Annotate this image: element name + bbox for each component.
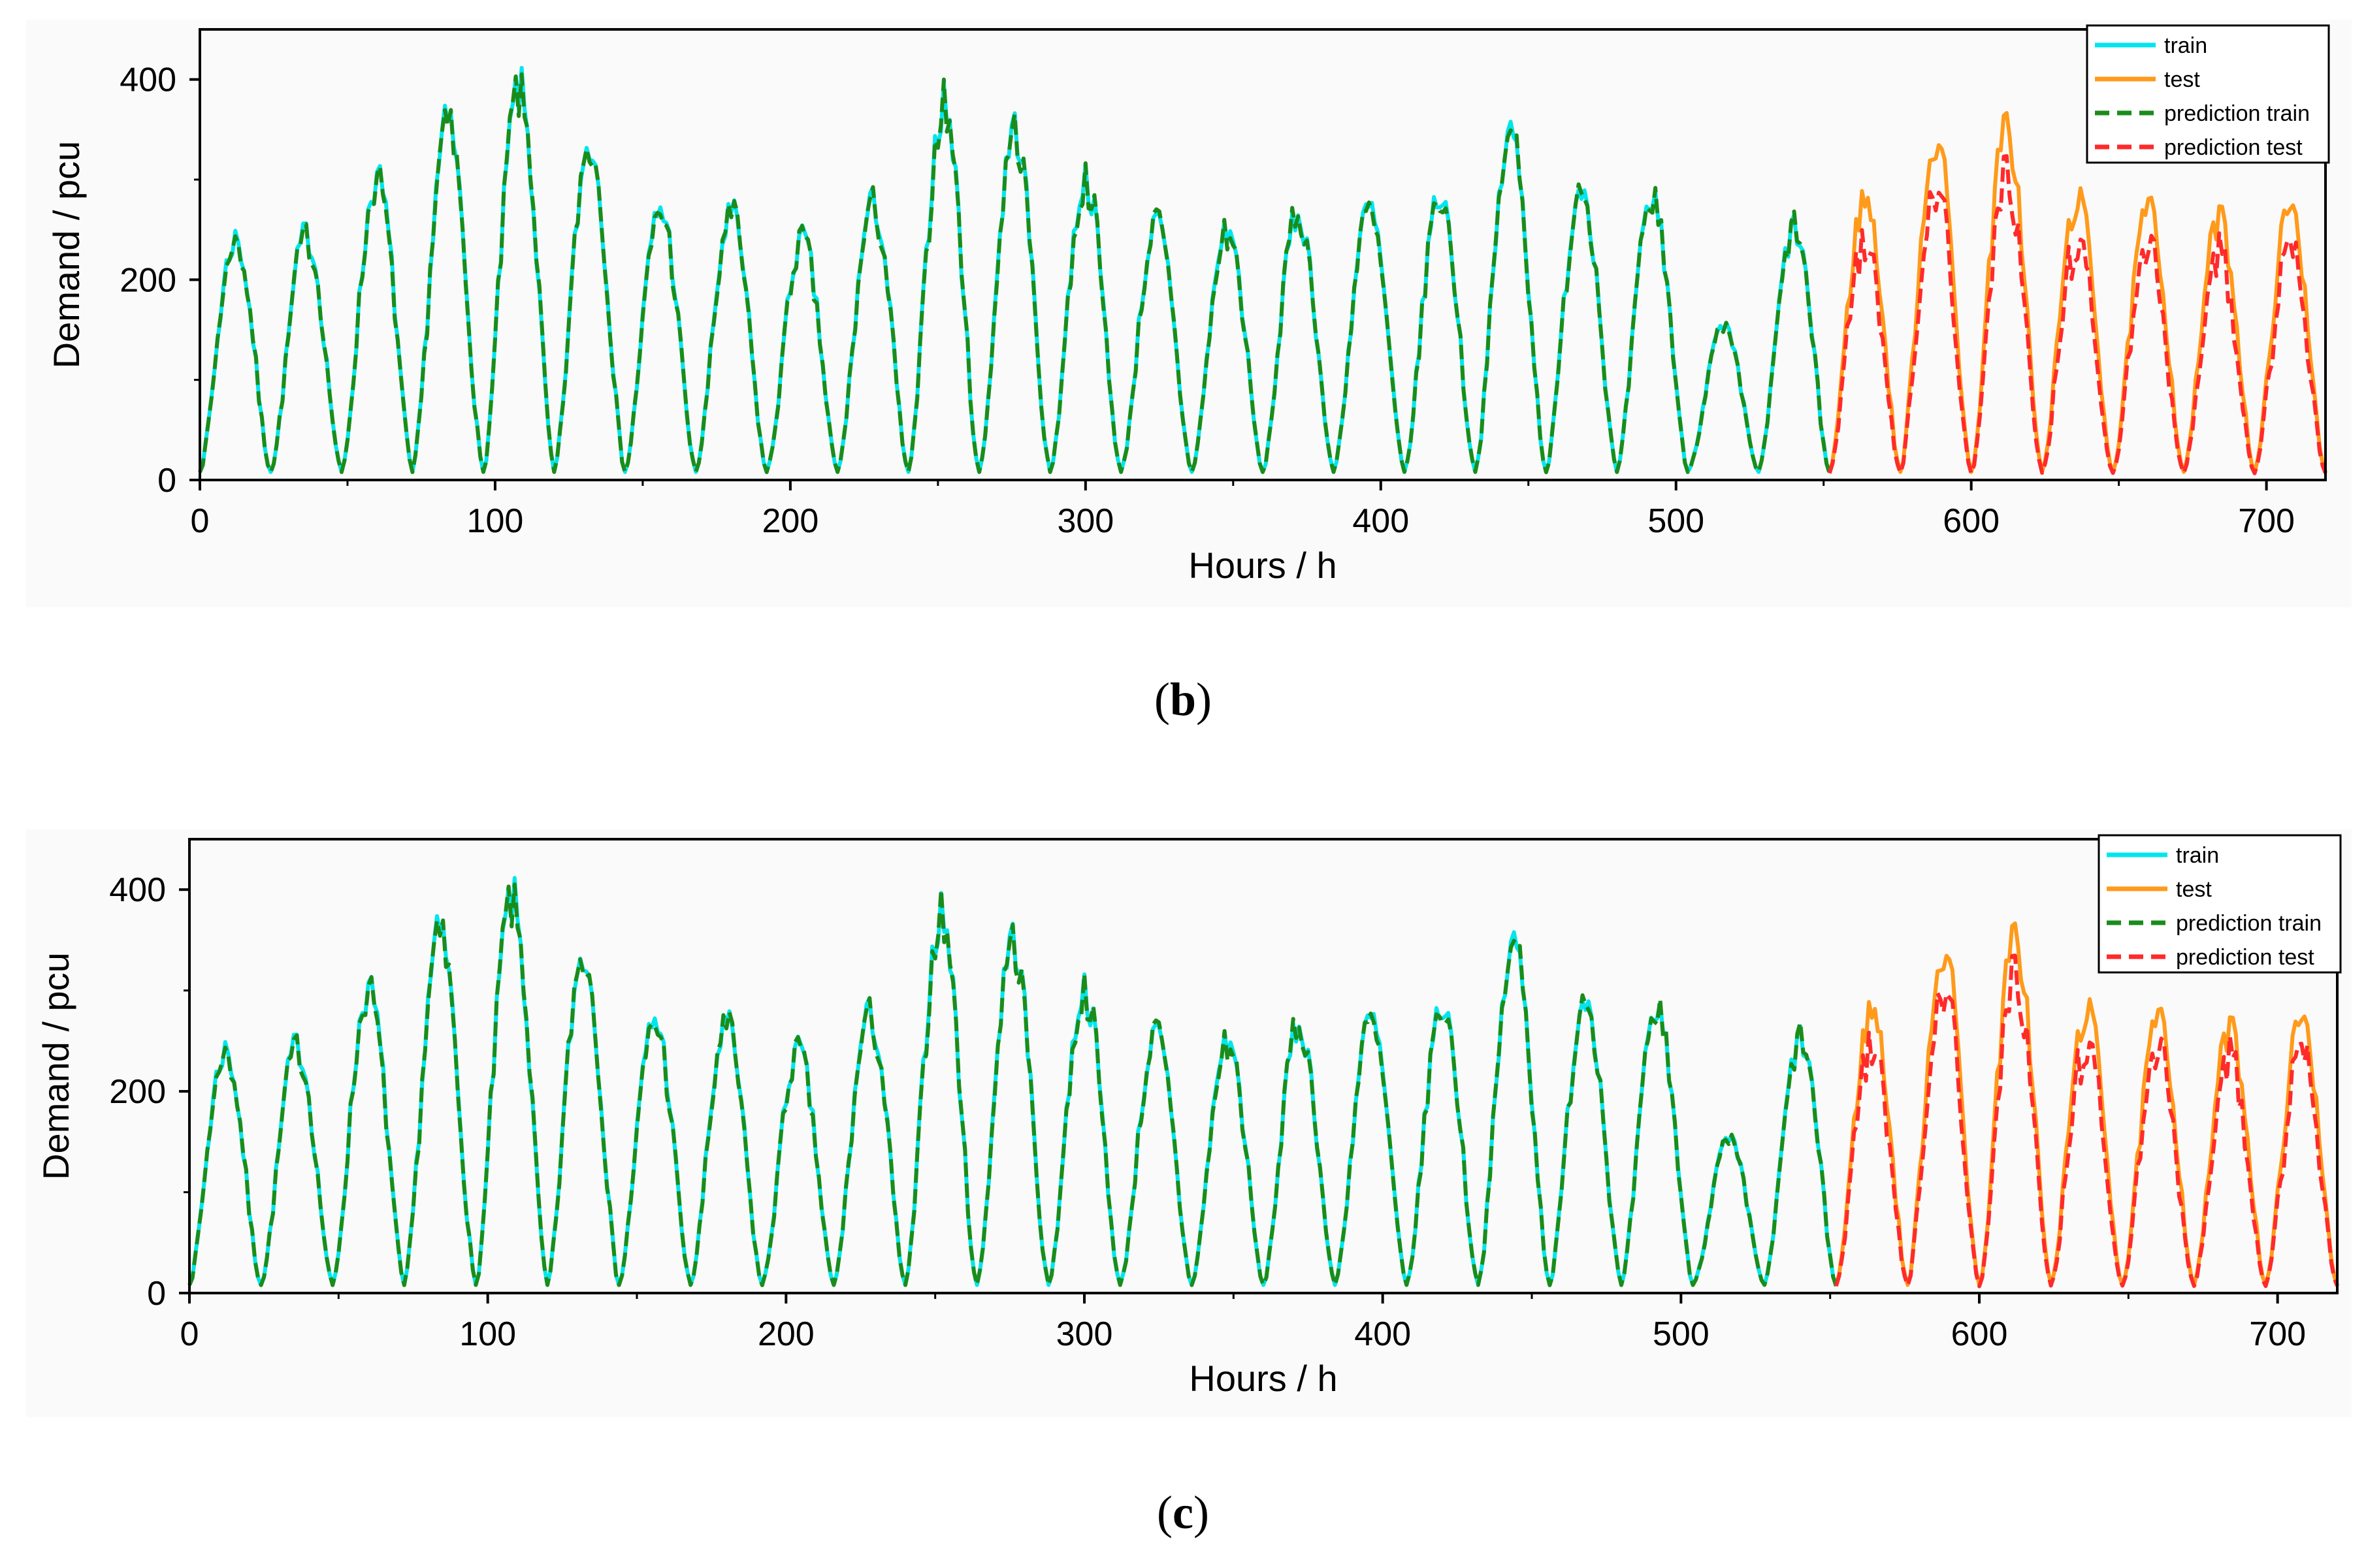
x-tick-label-300: 300 [1056,1315,1113,1353]
legend-label-test: test [2176,877,2212,902]
x-tick-label-700: 700 [2249,1315,2306,1353]
series-prediction-train [198,72,1832,475]
legend-label-prediction-test: prediction test [2164,135,2303,160]
y-axis-title: Demand / pcu [35,952,76,1180]
x-axis-title: Hours / h [1188,545,1337,586]
x-tick-label-500: 500 [1653,1315,1710,1353]
x-tick-label-200: 200 [758,1315,815,1353]
y-tick-label-400: 400 [120,61,176,99]
chart-panel-b: 0 200 400 0 100 200 300 400 500 600 700 Hours / h De… [0,0,2366,653]
x-tick-label-400: 400 [1352,502,1409,540]
legend-label-prediction-train: prediction train [2176,911,2322,936]
x-tick-label-600: 600 [1951,1315,2008,1353]
x-tick-label-400: 400 [1354,1315,1411,1353]
plot-background [26,20,2352,607]
chart-b: 0 200 400 0 100 200 300 400 500 600 700 Hours / h De… [26,20,2352,607]
plot-frame [188,838,2339,1294]
x-tick-label-0: 0 [191,502,210,540]
y-tick-label-200: 200 [109,1073,166,1111]
legend-box [2086,24,2330,164]
x-axis-title: Hours / h [1189,1358,1337,1399]
chart-c: 0 200 400 0 100 200 300 400 500 600 700 Hours / h De… [26,829,2352,1417]
y-axis-title: Demand / pcu [46,141,87,369]
y-tick-label-200: 200 [120,261,176,299]
x-tick-label-300: 300 [1057,502,1114,540]
series-prediction-test [1834,953,2339,1288]
legend-label-test: test [2164,67,2200,92]
x-tick-label-100: 100 [467,502,524,540]
y-tick-label-0: 0 [147,1275,166,1313]
caption-c: (c) [1157,1486,1209,1539]
legend-box [2098,834,2342,974]
legend-label-prediction-train: prediction train [2164,101,2310,126]
x-tick-label-200: 200 [762,502,819,540]
series-prediction-train [187,882,1838,1287]
plot-frame [199,28,2327,481]
legend-label-train: train [2176,843,2219,868]
y-tick-label-0: 0 [157,462,176,500]
x-tick-label-0: 0 [180,1315,199,1353]
x-tick-label-700: 700 [2238,502,2295,540]
chart-panel-c: 0 200 400 0 100 200 300 400 500 600 700 Hours / h De… [0,810,2366,1463]
legend-label-prediction-test: prediction test [2176,945,2314,970]
x-tick-label-500: 500 [1647,502,1704,540]
x-tick-label-100: 100 [459,1315,516,1353]
y-tick-label-400: 400 [109,871,166,909]
series-prediction-test [1827,154,2327,475]
legend-label-train: train [2164,33,2207,58]
caption-b: (b) [1154,673,1212,726]
x-tick-label-600: 600 [1943,502,2000,540]
